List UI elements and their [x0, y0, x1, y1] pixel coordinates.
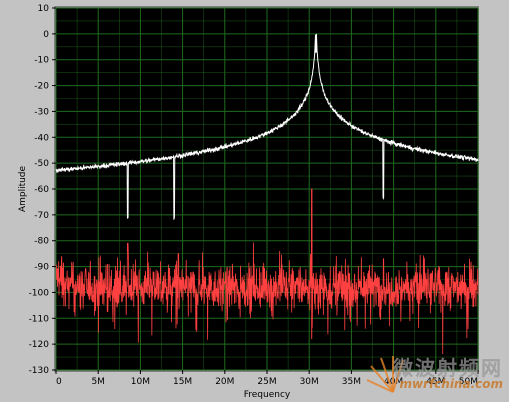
- y-tick-label: -120: [29, 340, 50, 350]
- x-tick-label: 20M: [215, 377, 234, 387]
- x-tick-label: 30M: [300, 377, 319, 387]
- y-tick-label: -60: [34, 185, 49, 195]
- y-tick-label: -70: [34, 211, 49, 221]
- y-axis-title: Amplitude: [18, 165, 28, 212]
- x-tick-label: 10M: [131, 377, 150, 387]
- y-tick-label: -30: [34, 107, 49, 117]
- x-axis-title: Frequency: [244, 390, 291, 400]
- watermark-url: mwrfchina.com: [399, 377, 503, 391]
- y-tick-label: -110: [29, 314, 50, 324]
- watermark-chinese: 微波射频网: [393, 356, 503, 380]
- y-tick-label: -100: [29, 288, 50, 298]
- y-tick-label: -10: [34, 56, 49, 66]
- series-spectrum: [55, 33, 479, 220]
- traces: [55, 33, 479, 354]
- x-tick-label: 45M: [426, 377, 445, 387]
- y-axis-ticks: 10 0 -10 -20 -30 -40 -50 -60 -70 -80 -90 -100 -110 -1…: [29, 4, 56, 376]
- y-tick-label: -50: [34, 159, 49, 169]
- grid: [55, 7, 479, 371]
- x-tick-label: 0: [56, 377, 62, 387]
- y-tick-label: 0: [43, 30, 49, 40]
- watermark: 微波射频网 mwrfchina.com: [365, 352, 505, 400]
- y-tick-label: 10: [38, 4, 50, 14]
- series-noise-floor: [55, 188, 479, 354]
- y-tick-label: -90: [34, 263, 49, 273]
- y-tick-label: -40: [34, 133, 49, 143]
- x-tick-label: 15M: [173, 377, 192, 387]
- y-tick-label: -80: [34, 237, 49, 247]
- y-tick-label: -20: [34, 82, 49, 92]
- watermark-logo-icon: [366, 356, 404, 393]
- y-tick-label: -130: [29, 366, 50, 376]
- x-tick-label: 35M: [342, 377, 361, 387]
- x-tick-label: 50M: [459, 377, 478, 387]
- x-tick-label: 25M: [257, 377, 276, 387]
- x-tick-label: 5M: [91, 377, 105, 387]
